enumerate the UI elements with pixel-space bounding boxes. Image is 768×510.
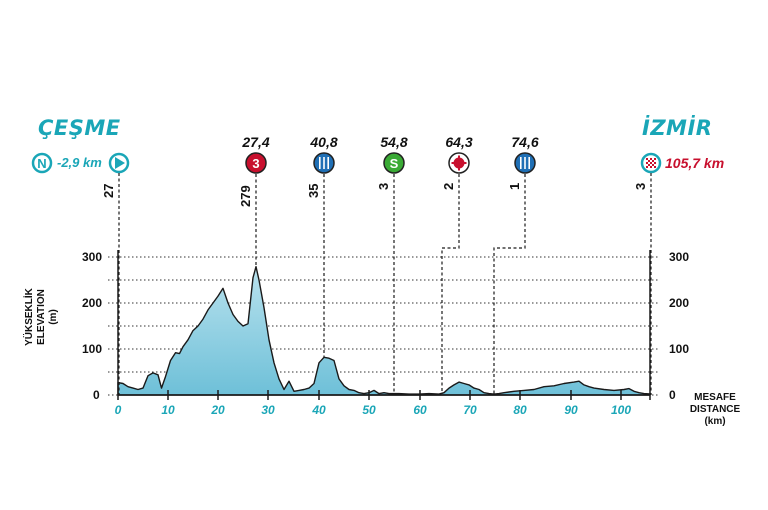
x-tick-label: 60 [413,403,427,417]
x-tick-label: 90 [564,403,578,417]
total-distance: 105,7 km [665,155,725,171]
marker-leader-lines [118,173,652,395]
x-tick-label: 40 [312,403,326,417]
x-tick-label: 100 [610,403,632,417]
x-tick-label: 10 [161,403,175,417]
marker-km-label: 27,4 [242,134,270,150]
sprint-s-icon: S [383,152,405,174]
finish-city-title: İZMİR [642,116,713,140]
x-axis-title-tr: MESAFE [694,392,736,403]
feed-zone-cutlery-icon [313,152,335,174]
marker-km-label: 64,3 [445,134,473,150]
y-tick-label: 0 [669,388,676,402]
x-axis-title: MESAFE DISTANCE (km) [680,392,750,428]
marker-altitude: 1 [507,182,522,190]
y-tick-label: 200 [669,296,690,310]
marker-altitude: 279 [238,185,253,207]
y-tick-label: 300 [82,250,103,264]
y-axis-title-en: ELEVATION [36,289,47,345]
climb-category-3-icon: 3 [245,152,267,174]
y-axis-unit: (m) [48,309,59,325]
x-axis-unit: (km) [704,416,726,427]
bonus-sprint-icon [448,152,470,174]
x-tick-label: 0 [114,403,122,417]
y-tick-label: 100 [82,342,103,356]
x-tick-label: 30 [261,403,275,417]
svg-text:N: N [37,156,46,171]
start-offset-distance: -2,9 km [57,155,102,170]
neutral-start-icon: N [31,152,53,174]
elevation-area [117,266,651,396]
x-tick-label: 80 [513,403,527,417]
marker-altitude: 35 [306,183,321,198]
start-city-title: ÇEŞME [38,116,121,140]
marker-km-label: 54,8 [380,134,408,150]
y-tick-label: 200 [82,296,103,310]
marker-altitude: 2 [441,182,456,190]
x-axis-title-en: DISTANCE [689,404,741,415]
checkered-flag-icon [640,152,662,174]
finish-altitude: 3 [633,182,648,190]
start-altitude: 27 [101,183,116,198]
y-axis-title-tr: YÜKSEKLİK [24,288,35,346]
x-tick-label: 70 [463,403,477,417]
svg-text:3: 3 [252,156,259,171]
marker-altitude: 3 [376,182,391,190]
y-tick-label: 0 [93,388,100,402]
marker-km-label: 74,6 [511,134,539,150]
y-tick-label: 300 [669,250,690,264]
marker-km-label: 40,8 [310,134,338,150]
x-tick-label: 50 [362,403,376,417]
y-tick-label: 100 [669,342,690,356]
y-axis-title: YÜKSEKLİK ELEVATION (m) [24,282,60,352]
x-tick-marks [167,390,622,400]
feed-zone-cutlery-icon [514,152,536,174]
official-start-play-icon [108,152,130,174]
x-tick-label: 20 [211,403,225,417]
svg-text:S: S [390,156,399,171]
